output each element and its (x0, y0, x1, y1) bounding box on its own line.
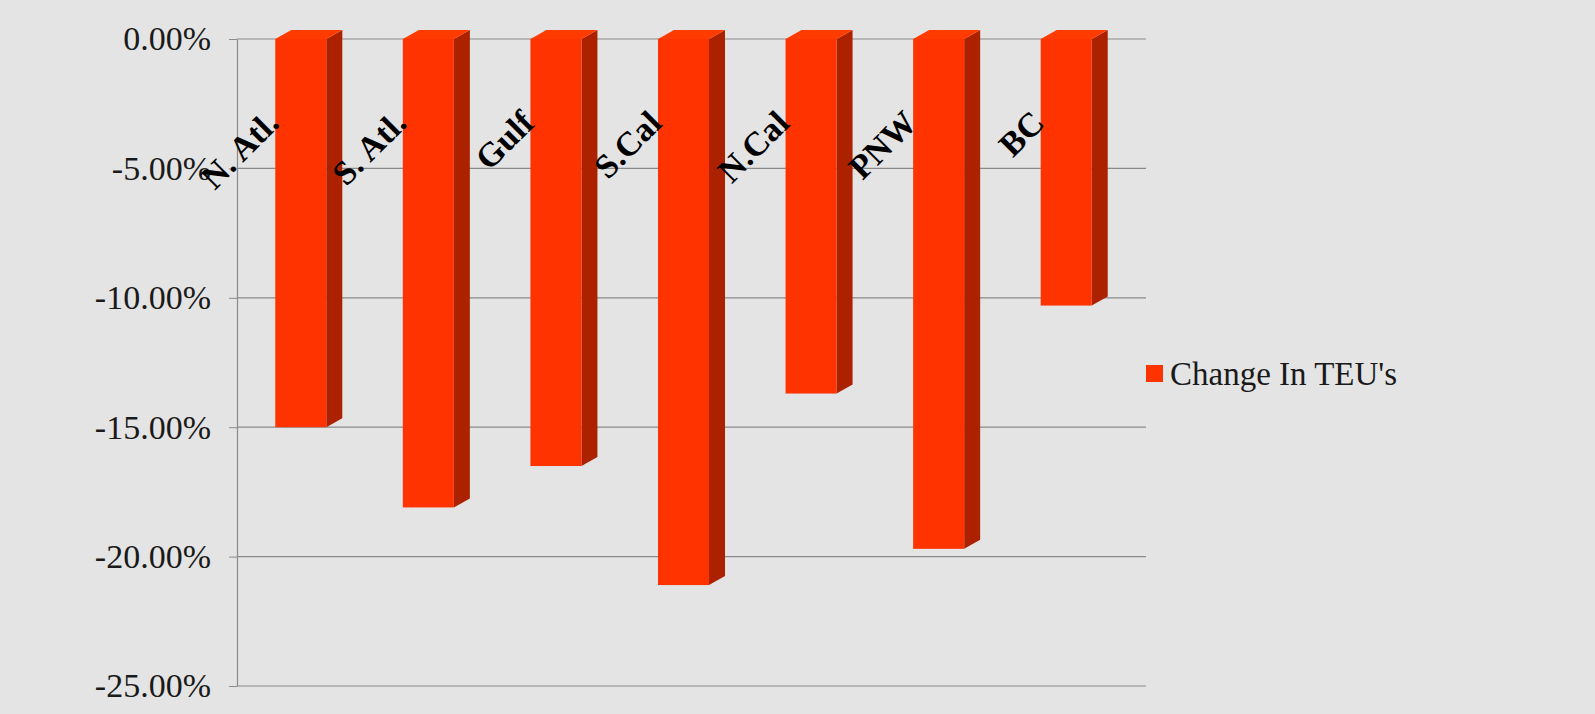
x-tick-label: N. Atl. (193, 104, 285, 196)
bar (658, 39, 709, 585)
bar (913, 39, 964, 549)
bar-top (403, 30, 470, 39)
y-tick-label: -15.00% (95, 409, 211, 446)
y-tick-label: -10.00% (95, 279, 211, 316)
bar (275, 39, 326, 427)
y-tick-label: -25.00% (95, 667, 211, 704)
background (0, 0, 1595, 714)
bar (403, 39, 454, 507)
y-tick-label: 0.00% (123, 20, 211, 57)
y-tick: -10.00% (95, 279, 237, 316)
x-tick-label: PNW (841, 104, 923, 186)
x-tick: S.Cal (587, 104, 669, 186)
x-tick-label: Gulf (468, 103, 541, 176)
bar (786, 39, 837, 394)
x-tick: BC (992, 104, 1052, 164)
y-tick: -15.00% (95, 409, 237, 446)
y-tick-mark (229, 686, 237, 687)
bar-top (913, 30, 980, 39)
y-tick-mark (229, 427, 237, 428)
bar (530, 39, 581, 466)
x-tick-label: S. Atl. (325, 104, 413, 192)
bar-top (1041, 30, 1108, 39)
grid-line (237, 685, 1146, 686)
bar-top (530, 30, 597, 39)
y-tick: 0.00% (123, 20, 237, 57)
bar-side (837, 30, 853, 394)
y-tick-mark (229, 298, 237, 299)
bar-side (581, 30, 597, 466)
bar (1041, 39, 1092, 306)
y-tick: -25.00% (95, 667, 237, 704)
x-tick-label: N.Cal (710, 104, 796, 190)
x-tick-label: S.Cal (587, 104, 669, 186)
x-tick-label: BC (992, 104, 1052, 164)
x-axis: N. Atl. S. Atl. Gulf S.Cal N.Cal PNW BC (193, 103, 1051, 196)
y-tick-mark (229, 39, 237, 40)
y-tick-mark (229, 557, 237, 558)
x-tick: Gulf (468, 103, 541, 176)
bar-top (658, 30, 725, 39)
bar-top (786, 30, 853, 39)
legend: Change In TEU's (1146, 356, 1397, 392)
x-tick: N.Cal (710, 104, 796, 190)
x-tick: S. Atl. (325, 104, 413, 192)
x-tick: N. Atl. (193, 104, 285, 196)
legend-label: Change In TEU's (1170, 356, 1397, 392)
bar-side (964, 30, 980, 549)
y-tick: -20.00% (95, 538, 237, 575)
bar-top (275, 30, 342, 39)
chart: 0.00%-5.00%-10.00%-15.00%-20.00%-25.00%N… (0, 0, 1595, 714)
y-tick-label: -20.00% (95, 538, 211, 575)
bar-side (326, 30, 342, 427)
y-axis: 0.00%-5.00%-10.00%-15.00%-20.00%-25.00% (95, 20, 238, 704)
bars (275, 30, 1107, 585)
bar-side (454, 30, 470, 507)
bar-side (1092, 30, 1108, 306)
bar-side (709, 30, 725, 585)
x-tick: PNW (841, 104, 923, 186)
legend-swatch (1146, 365, 1163, 382)
grid (237, 39, 1146, 686)
